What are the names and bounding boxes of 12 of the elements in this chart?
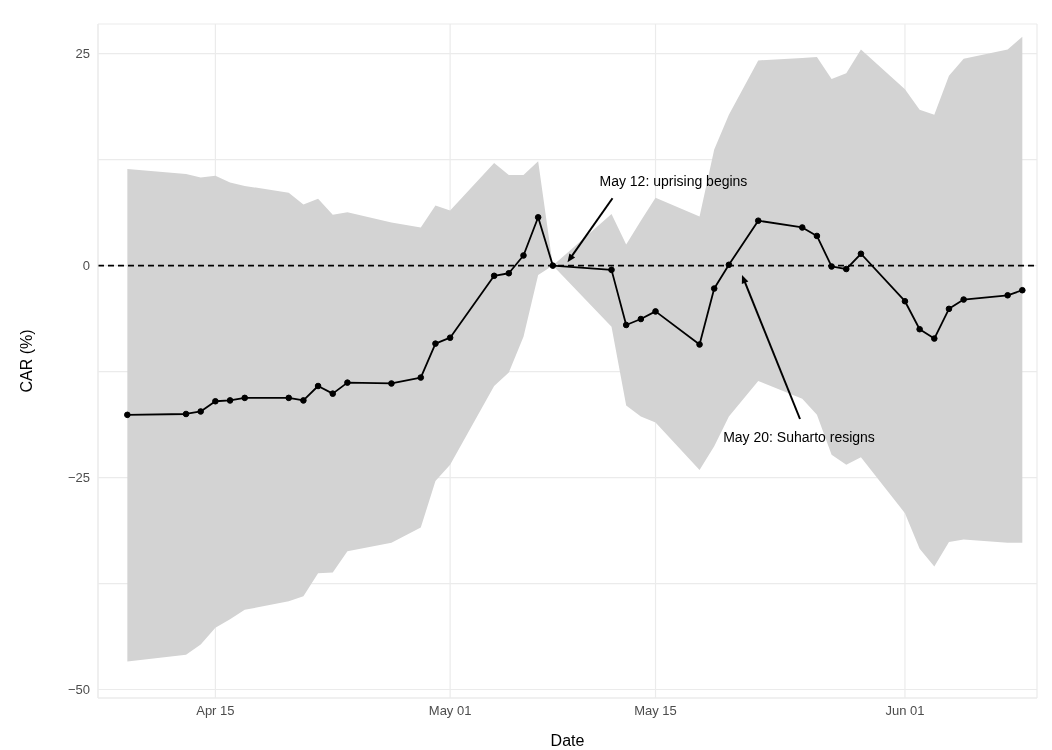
annotation: May 20: Suharto resigns [723, 429, 875, 445]
x-tick-label: May 01 [428, 703, 472, 719]
y-tick-label: −50 [67, 682, 90, 698]
x-tick-label: May 15 [634, 703, 677, 719]
y-tick-label: −25 [67, 470, 90, 486]
y-tick-label: 0 [82, 258, 90, 274]
x-tick-label: Apr 15 [196, 703, 235, 719]
annotation: May 12: uprising begins [599, 172, 748, 189]
x-tick-label: Jun 01 [885, 703, 925, 719]
x-axis-title: Date [550, 732, 585, 749]
y-tick-label: 25 [75, 46, 90, 62]
y-axis-title: CAR (%) [17, 329, 35, 393]
